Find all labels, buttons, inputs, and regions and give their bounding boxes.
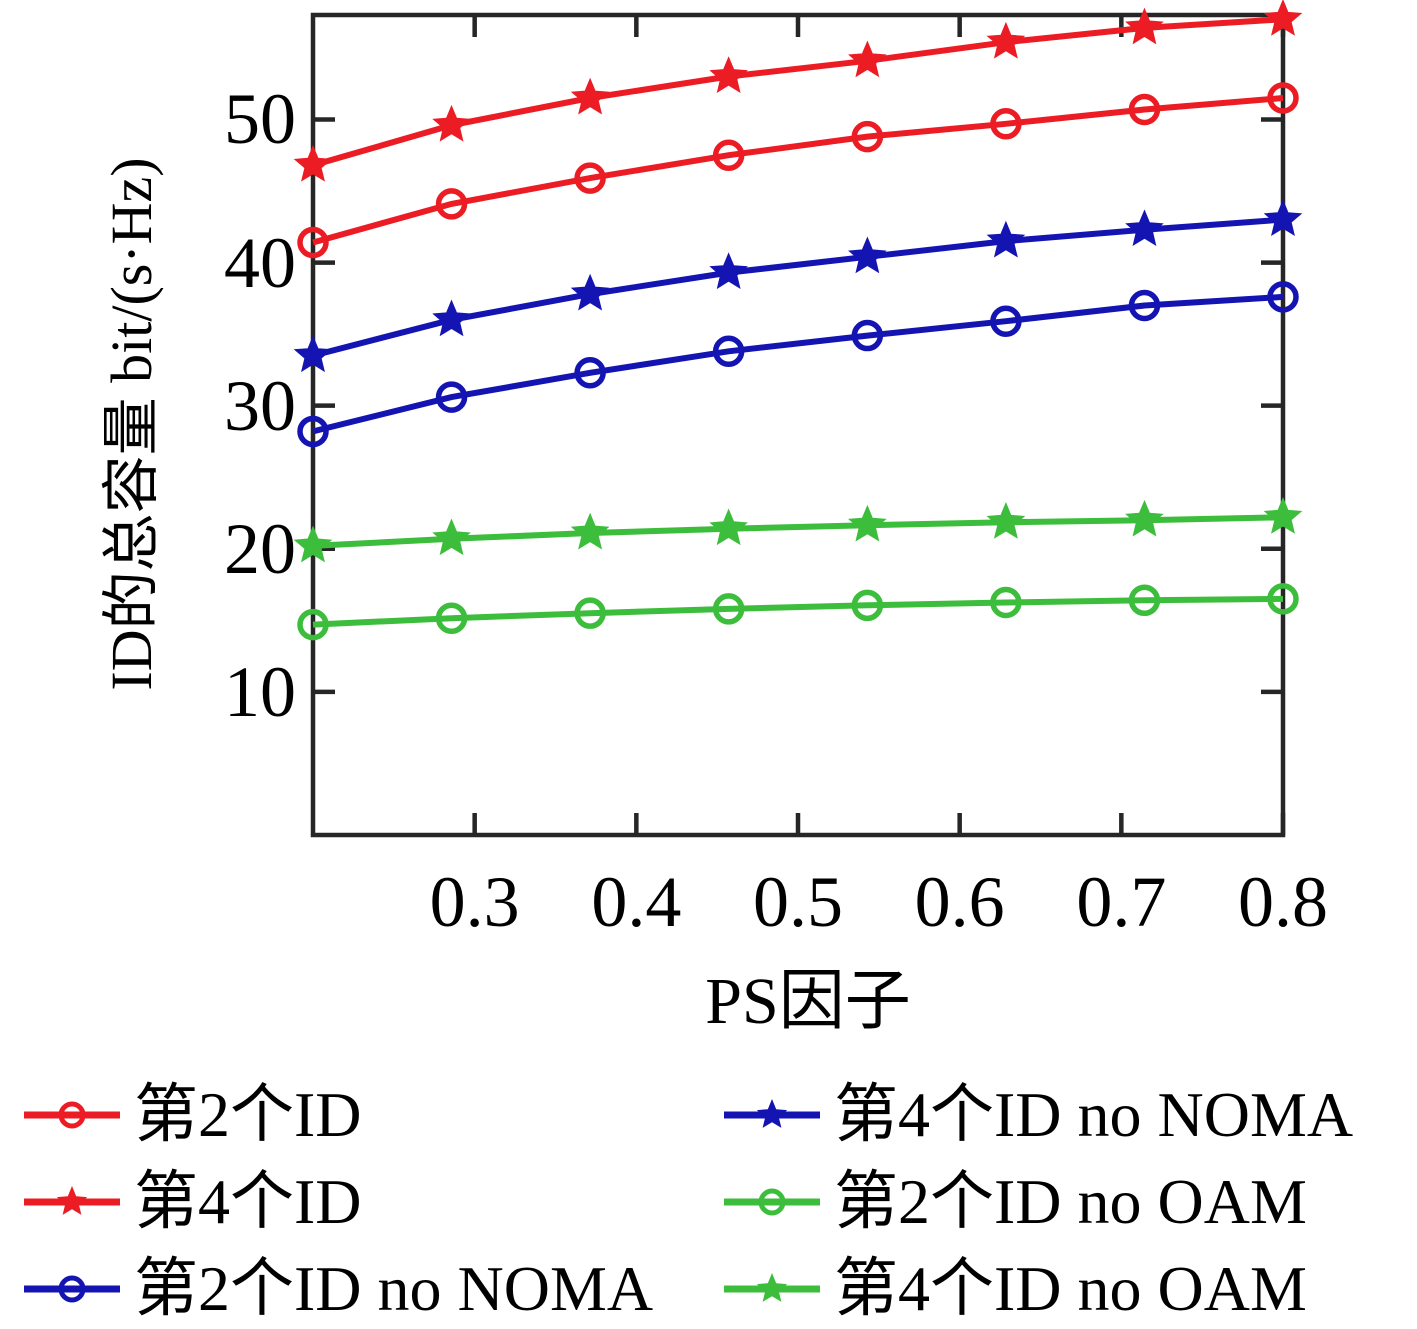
series-line	[312, 216, 1284, 359]
star-marker	[1125, 7, 1164, 45]
star-marker	[986, 501, 1026, 539]
star-marker	[986, 220, 1026, 258]
circle-marker	[1267, 281, 1299, 313]
star-marker	[1263, 199, 1303, 237]
legend-item: 第2个ID	[22, 1075, 362, 1155]
circle-marker	[990, 108, 1022, 140]
y-tick-label: 30	[224, 365, 296, 446]
series-第2个ID no NOMA	[297, 281, 1299, 448]
circle-marker	[435, 381, 468, 413]
legend-item: 第2个ID no NOMA	[22, 1249, 653, 1329]
legend-label: 第2个ID no OAM	[834, 1166, 1307, 1237]
circle-marker	[851, 319, 884, 352]
star-marker	[293, 335, 333, 373]
circle-marker	[435, 602, 468, 634]
circle-marker	[297, 608, 329, 641]
star-marker	[709, 252, 748, 290]
circle-legend-sample	[724, 1188, 820, 1216]
legend-label: 第4个ID	[134, 1166, 362, 1237]
legend-label: 第2个ID no NOMA	[134, 1253, 654, 1324]
star-marker	[986, 21, 1026, 59]
circle-marker	[712, 335, 745, 368]
legend-label: 第2个ID	[134, 1079, 362, 1150]
x-tick-label: 0.5	[753, 862, 843, 942]
circle-marker	[712, 593, 745, 625]
star-marker	[848, 40, 887, 78]
x-tick-label: 0.7	[1076, 862, 1167, 942]
x-tick-label: 0.6	[914, 862, 1005, 942]
legend-item: 第4个ID no OAM	[722, 1249, 1307, 1329]
legend-label: 第4个ID no NOMA	[834, 1079, 1354, 1150]
circle-marker	[990, 305, 1022, 337]
star-marker	[293, 525, 333, 563]
star-marker	[570, 77, 610, 115]
series-第4个ID no OAM	[293, 496, 1303, 563]
star-marker	[709, 508, 748, 546]
circle-marker	[574, 357, 606, 389]
series-line	[312, 595, 1284, 628]
y-tick-label: 20	[224, 508, 296, 589]
circle-marker	[1128, 93, 1161, 126]
legend-label: 第4个ID no OAM	[834, 1253, 1307, 1324]
circle-marker	[851, 120, 884, 153]
star-marker	[432, 299, 471, 337]
star-marker	[1125, 209, 1164, 247]
series-第4个ID no NOMA	[293, 199, 1303, 373]
star-marker	[570, 273, 610, 311]
star-marker	[432, 104, 471, 142]
series-第2个ID	[297, 82, 1299, 259]
circle-marker	[574, 597, 606, 629]
star-marker	[1125, 499, 1164, 537]
circle-marker	[435, 188, 468, 220]
star-legend-sample	[24, 1186, 120, 1215]
star-marker	[570, 512, 610, 550]
series-line	[312, 293, 1284, 435]
x-tick-label: 0.3	[429, 862, 520, 942]
circle-legend-sample	[24, 1275, 120, 1303]
legend-item: 第2个ID no OAM	[722, 1162, 1307, 1242]
x-tick-label: 0.4	[591, 862, 682, 942]
series-第4个ID	[293, 0, 1303, 182]
x-tick-label: 0.8	[1238, 862, 1328, 942]
star-marker	[1263, 496, 1303, 534]
legend-item: 第4个ID no NOMA	[722, 1075, 1353, 1155]
circle-marker	[851, 589, 884, 622]
circle-marker	[712, 139, 745, 171]
y-tick-label: 10	[224, 651, 296, 732]
star-legend-sample	[724, 1273, 820, 1302]
star-marker	[709, 56, 748, 93]
circle-marker	[1267, 583, 1299, 615]
x-axis-label: PS因子	[705, 965, 911, 1038]
star-marker	[1263, 0, 1303, 36]
star-marker	[848, 504, 887, 542]
star-marker	[293, 145, 333, 182]
y-tick-label: 40	[224, 222, 296, 303]
star-marker	[848, 236, 887, 274]
circle-marker	[297, 415, 329, 448]
circle-marker	[297, 226, 329, 259]
series-line	[312, 95, 1284, 246]
series-第2个ID no OAM	[297, 583, 1299, 641]
series-line	[312, 514, 1284, 549]
series-line	[312, 16, 1284, 169]
y-tick-label: 50	[224, 79, 296, 160]
star-marker	[432, 518, 471, 556]
circle-marker	[990, 586, 1022, 619]
circle-legend-sample	[24, 1101, 120, 1129]
circle-marker	[574, 162, 606, 194]
star-legend-sample	[724, 1099, 820, 1128]
circle-marker	[1267, 82, 1299, 114]
circle-marker	[1128, 289, 1161, 322]
circle-marker	[1128, 584, 1161, 617]
legend-item: 第4个ID	[22, 1162, 362, 1242]
